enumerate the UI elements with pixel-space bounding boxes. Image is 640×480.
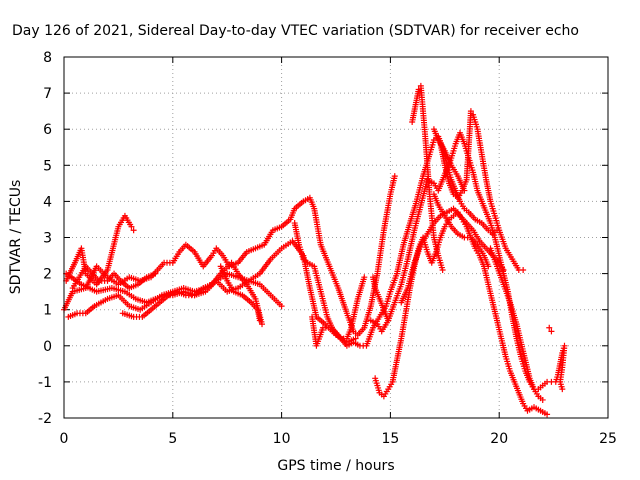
series-track-15 [487,245,546,403]
y-tick-label: -2 [38,411,52,427]
data-point [485,263,492,270]
data-point [361,274,368,281]
series-track-7 [291,220,368,342]
x-tick-label: 20 [490,431,508,447]
x-tick-label: 10 [273,431,291,447]
data-point [539,396,546,403]
series-track-20 [398,205,507,306]
data-point [130,227,137,234]
x-tick-label: 25 [599,431,617,447]
y-tick-label: 8 [43,50,52,66]
series-track-11 [409,82,446,273]
series-track-5 [119,270,285,320]
series-track-10 [372,209,551,418]
data-point [152,270,159,277]
series-track-16 [546,324,555,335]
y-tick-label: 2 [43,267,52,283]
x-tick-label: 5 [168,431,177,447]
data-point [548,328,555,335]
series-track-18 [369,274,392,324]
data-point [256,317,263,324]
data-point [559,386,566,393]
data-point [278,303,285,310]
data-point [128,223,135,230]
y-tick-label: 4 [43,194,52,210]
series-track-12 [437,108,527,273]
y-tick-label: 1 [43,303,52,319]
x-tick-label: 0 [60,431,69,447]
x-tick-label: 15 [381,431,399,447]
y-tick-label: 6 [43,122,52,138]
series-track-14 [430,191,492,270]
data-point [544,411,551,418]
series-track-9 [367,129,555,393]
series-track-19 [69,263,159,292]
data-point [391,173,398,180]
plot-area [61,82,568,418]
chart-title: Day 126 of 2021, Sidereal Day-to-day VTE… [12,23,579,39]
x-axis-label: GPS time / hours [277,458,394,474]
y-tick-label: 7 [43,86,52,102]
series-track-6 [217,263,263,324]
grid-lines [64,57,608,418]
series-track-13 [430,126,468,194]
y-tick-label: 3 [43,231,52,247]
y-tick-labels: -2 -1 0 1 2 3 4 5 6 7 8 [38,50,52,427]
data-point [467,108,474,115]
y-tick-label: -1 [38,375,52,391]
data-point [500,266,507,273]
plot-frame [63,56,609,419]
data-point [546,324,553,331]
y-tick-label: 5 [43,158,52,174]
data-point [461,187,468,194]
x-tick-labels: 0 5 10 15 20 25 [60,431,617,447]
data-point [259,321,266,328]
data-point [439,266,446,273]
y-axis-label: SDTVAR / TECUs [8,180,24,295]
y-tick-label: 0 [43,339,52,355]
data-point [520,266,527,273]
data-point [385,317,392,324]
series-track-17 [552,342,568,393]
